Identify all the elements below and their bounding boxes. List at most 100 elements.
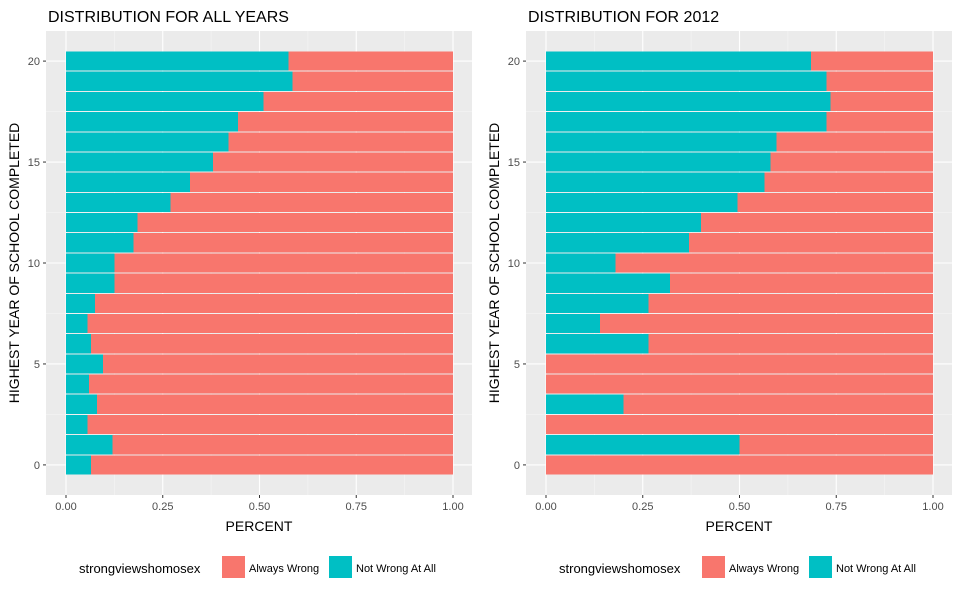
- bar-always-wrong: [546, 354, 933, 374]
- y-tick-label: 20: [508, 56, 520, 68]
- bar-always-wrong: [91, 455, 453, 475]
- bar-always-wrong: [112, 435, 453, 455]
- x-tick-label: 0.00: [55, 501, 76, 513]
- bar-not-wrong-at-all: [66, 71, 293, 91]
- bar-not-wrong-at-all: [546, 334, 649, 354]
- bar-always-wrong: [770, 152, 933, 172]
- bar-not-wrong-at-all: [546, 253, 616, 273]
- bar-not-wrong-at-all: [66, 374, 90, 394]
- y-tick-label: 20: [28, 56, 40, 68]
- bar-always-wrong: [189, 172, 453, 192]
- legend: strongviewshomosex Always Wrong Not Wrong …: [79, 556, 436, 578]
- bar-always-wrong: [776, 132, 933, 152]
- bar-always-wrong: [648, 293, 933, 313]
- bar-not-wrong-at-all: [546, 192, 738, 213]
- x-tick-label: 1.00: [442, 501, 463, 513]
- y-tick-label: 5: [514, 359, 520, 371]
- bar-always-wrong: [648, 334, 933, 354]
- x-tick-label: 0.00: [535, 501, 556, 513]
- bar-always-wrong: [133, 233, 453, 253]
- bar-always-wrong: [292, 71, 453, 91]
- bar-always-wrong: [95, 293, 454, 313]
- y-axis-label: HIGHEST YEAR OF SCHOOL COMPLETED: [486, 123, 502, 404]
- bar-always-wrong: [288, 51, 453, 71]
- bar-not-wrong-at-all: [66, 192, 171, 213]
- bar-not-wrong-at-all: [546, 91, 831, 112]
- x-tick-label: 0.75: [826, 501, 847, 513]
- bar-not-wrong-at-all: [66, 172, 190, 192]
- bar-not-wrong-at-all: [546, 233, 690, 253]
- bar-always-wrong: [623, 394, 933, 414]
- bar-always-wrong: [87, 414, 453, 435]
- bar-always-wrong: [137, 213, 453, 233]
- chart-title: DISTRIBUTION FOR ALL YEARS: [48, 9, 289, 26]
- bar-not-wrong-at-all: [66, 91, 264, 112]
- bar-not-wrong-at-all: [66, 233, 134, 253]
- legend-label: Always Wrong: [729, 563, 799, 575]
- bar-always-wrong: [546, 374, 933, 394]
- bar-not-wrong-at-all: [66, 414, 88, 435]
- chart-2012: DISTRIBUTION FOR 2012 0.00 0.25 0.50 0.75 1.0…: [486, 9, 952, 578]
- bar-not-wrong-at-all: [546, 394, 624, 414]
- bar-always-wrong: [830, 91, 933, 112]
- bar-not-wrong-at-all: [546, 112, 827, 132]
- bar-not-wrong-at-all: [66, 394, 97, 414]
- chart-title: DISTRIBUTION FOR 2012: [528, 9, 719, 26]
- bar-always-wrong: [546, 455, 933, 475]
- bar-always-wrong: [615, 253, 933, 273]
- x-tick-label: 0.25: [152, 501, 173, 513]
- bar-not-wrong-at-all: [66, 334, 92, 354]
- bar-not-wrong-at-all: [546, 132, 777, 152]
- y-tick-label: 10: [508, 258, 520, 270]
- bar-not-wrong-at-all: [66, 152, 214, 172]
- bar-not-wrong-at-all: [546, 152, 771, 172]
- bar-not-wrong-at-all: [546, 172, 765, 192]
- legend-key-always-wrong: [702, 556, 725, 578]
- legend-key-not-wrong-at-all: [329, 556, 352, 578]
- bar-not-wrong-at-all: [546, 273, 670, 293]
- legend-key-always-wrong: [222, 556, 245, 578]
- bar-always-wrong: [739, 435, 933, 455]
- legend-title: strongviewshomosex: [79, 561, 201, 576]
- bar-always-wrong: [96, 394, 454, 414]
- x-axis-label: PERCENT: [226, 518, 293, 534]
- bar-always-wrong: [764, 172, 933, 192]
- bar-not-wrong-at-all: [66, 273, 115, 293]
- bar-not-wrong-at-all: [66, 253, 115, 273]
- bar-always-wrong: [826, 112, 933, 132]
- bar-always-wrong: [114, 273, 453, 293]
- bar-not-wrong-at-all: [546, 51, 812, 71]
- y-tick-label: 15: [28, 157, 40, 169]
- y-tick-label: 0: [514, 460, 520, 472]
- bar-not-wrong-at-all: [66, 51, 289, 71]
- bar-always-wrong: [737, 192, 933, 213]
- bar-always-wrong: [170, 192, 454, 213]
- bar-always-wrong: [811, 51, 933, 71]
- bar-always-wrong: [546, 414, 933, 435]
- bar-always-wrong: [669, 273, 933, 293]
- bar-always-wrong: [89, 374, 453, 394]
- bar-not-wrong-at-all: [66, 313, 88, 334]
- bar-not-wrong-at-all: [66, 354, 103, 374]
- bar-always-wrong: [238, 112, 453, 132]
- y-tick-label: 10: [28, 258, 40, 270]
- x-tick-label: 0.25: [632, 501, 653, 513]
- legend-title: strongviewshomosex: [559, 561, 681, 576]
- x-tick-label: 0.75: [346, 501, 367, 513]
- chart-all-years: DISTRIBUTION FOR ALL YEARS 0.00 0.25 0.50 0.…: [6, 9, 472, 578]
- y-tick-label: 15: [508, 157, 520, 169]
- bar-always-wrong: [600, 313, 933, 334]
- bar-always-wrong: [213, 152, 453, 172]
- bar-always-wrong: [102, 354, 453, 374]
- x-tick-label: 0.50: [729, 501, 750, 513]
- bar-always-wrong: [263, 91, 453, 112]
- bar-always-wrong: [114, 253, 453, 273]
- legend-key-not-wrong-at-all: [809, 556, 832, 578]
- bar-always-wrong: [689, 233, 933, 253]
- bar-always-wrong: [228, 132, 453, 152]
- bar-not-wrong-at-all: [66, 455, 92, 475]
- bar-not-wrong-at-all: [66, 132, 229, 152]
- bar-not-wrong-at-all: [66, 435, 113, 455]
- bar-not-wrong-at-all: [66, 112, 239, 132]
